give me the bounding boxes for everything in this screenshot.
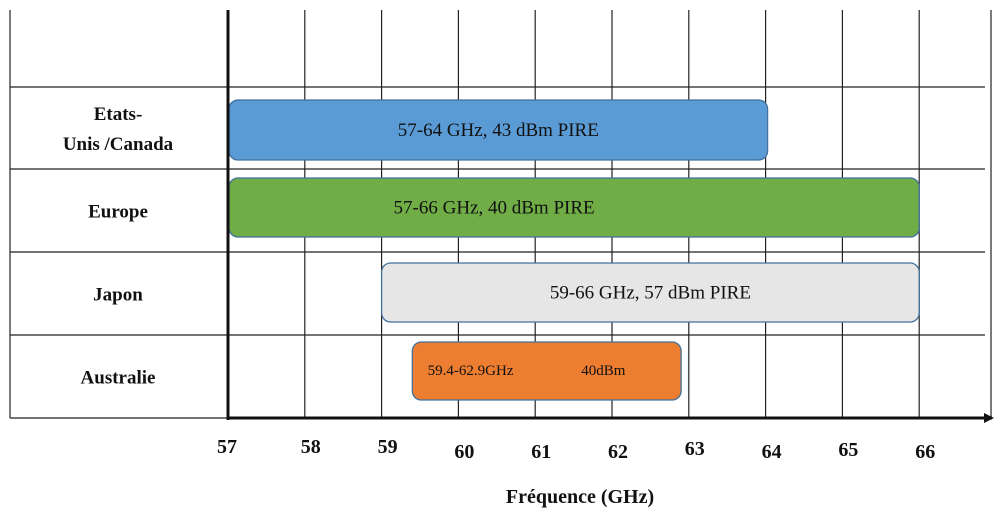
region-label: Etats- xyxy=(94,104,143,125)
region-label: Japon xyxy=(93,285,143,306)
x-tick-label: 64 xyxy=(762,441,782,463)
band-label: 59-66 GHz, 57 dBm PIRE xyxy=(550,283,751,304)
x-tick-label: 58 xyxy=(301,436,321,458)
x-tick-label: 66 xyxy=(915,441,935,463)
row-labels: Etats- Unis /Canada Europe Japon Australie xyxy=(63,104,174,389)
region-label: Australie xyxy=(81,368,156,389)
band-label: 59.4-62.9GHz xyxy=(428,363,514,379)
band-label: 57-66 GHz, 40 dBm PIRE xyxy=(394,198,595,219)
x-axis-title: Fréquence (GHz) xyxy=(506,486,654,508)
x-tick-label: 57 xyxy=(217,436,237,458)
region-label: Unis /Canada xyxy=(63,134,174,155)
x-tick-label: 60 xyxy=(454,441,474,463)
x-tick-label: 63 xyxy=(685,438,705,460)
x-tick-label: 61 xyxy=(531,441,551,463)
frequency-band-bar xyxy=(411,341,682,401)
bands: 57-64 GHz, 43 dBm PIRE 57-66 GHz, 40 dBm … xyxy=(228,99,920,401)
frequency-band-bar xyxy=(380,262,920,323)
x-tick-label: 62 xyxy=(608,441,628,463)
x-tick-label: 65 xyxy=(838,439,858,461)
band-label: 40dBm xyxy=(581,363,626,379)
x-tick-label: 59 xyxy=(378,436,398,458)
region-label: Europe xyxy=(88,202,148,223)
band-label: 57-64 GHz, 43 dBm PIRE xyxy=(398,120,599,141)
x-axis: 57 58 59 60 61 62 63 64 65 66 xyxy=(217,10,994,463)
